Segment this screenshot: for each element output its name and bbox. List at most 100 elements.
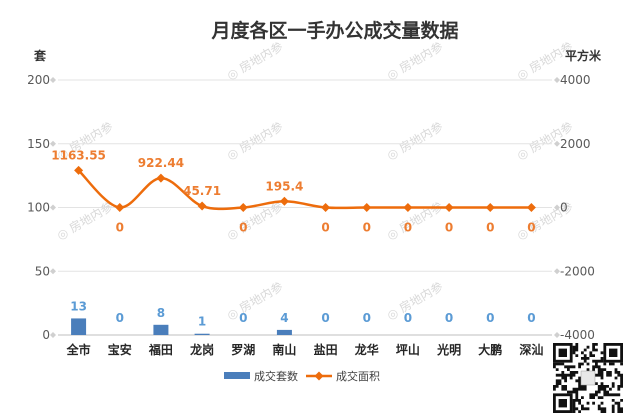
line-data-label: 922.44 bbox=[138, 156, 184, 170]
line-point bbox=[197, 201, 207, 211]
category-label: 坪山 bbox=[396, 342, 420, 357]
category-label: 光明 bbox=[436, 342, 461, 357]
legend-bar-label: 成交套数 bbox=[254, 369, 298, 383]
line-point bbox=[279, 196, 289, 206]
bar-data-label: 13 bbox=[70, 299, 87, 313]
line-path bbox=[77, 169, 532, 211]
left-axis: 0 50 100 150 200 bbox=[27, 73, 56, 342]
line-data-label: 0 bbox=[321, 221, 329, 235]
qr-finder-core bbox=[558, 399, 567, 408]
left-tick-marker bbox=[50, 140, 56, 147]
left-tick-marker bbox=[50, 77, 56, 83]
left-tick-label: 0 bbox=[42, 328, 50, 342]
bar-data-label: 0 bbox=[116, 311, 124, 325]
line-point bbox=[526, 203, 536, 212]
right-tick-label: 2000 bbox=[560, 137, 591, 151]
left-tick-marker bbox=[50, 268, 56, 275]
qr-modules bbox=[553, 343, 623, 413]
category-label: 宝安 bbox=[108, 342, 132, 357]
watermark-text: ◎ 房地内参 bbox=[384, 118, 445, 162]
right-tick-marker bbox=[554, 204, 560, 211]
right-tick-label: 4000 bbox=[560, 73, 591, 87]
right-tick-marker bbox=[554, 268, 560, 275]
line-data-label: 0 bbox=[527, 221, 535, 235]
line-point bbox=[403, 203, 413, 212]
line-point bbox=[115, 203, 125, 212]
bar-data-label: 0 bbox=[363, 311, 371, 325]
watermark-text: ◎ 房地内参 bbox=[224, 118, 285, 162]
line-data-label: 1163.55 bbox=[51, 148, 106, 162]
bar bbox=[194, 333, 210, 335]
qr-code bbox=[553, 343, 623, 413]
category-label: 龙岗 bbox=[190, 342, 214, 357]
line-data-label: 0 bbox=[486, 221, 494, 235]
line-point bbox=[362, 203, 372, 212]
x-axis: 全市 宝安 福田 龙岗 罗湖 南山 盐田 龙华 坪山 光明 大鹏 深汕 bbox=[66, 342, 544, 357]
left-tick-label: 100 bbox=[27, 201, 50, 215]
qr-finder-core bbox=[609, 348, 618, 357]
bar-data-label: 0 bbox=[486, 311, 494, 325]
bar-data-label: 0 bbox=[527, 311, 535, 325]
category-label: 福田 bbox=[148, 342, 173, 357]
left-axis-unit: 套 bbox=[33, 48, 47, 63]
line-series: 1163.55 0 922.44 45.71 0 195.4 0 0 0 0 0 0 bbox=[51, 148, 536, 235]
line-data-label: 0 bbox=[116, 221, 124, 235]
watermarks: ◎ 房地内参 ◎ 房地内参 ◎ 房地内参 ◎ 房地内参 ◎ 房地内参 ◎ 房地内参 ◎ 房地… bbox=[54, 38, 575, 322]
bar-data-label: 1 bbox=[198, 315, 206, 329]
bar-series: 13 0 8 1 0 4 0 0 0 0 0 0 bbox=[70, 299, 536, 335]
line-data-label: 195.4 bbox=[265, 179, 303, 193]
right-tick-marker bbox=[554, 332, 560, 338]
bar-data-label: 0 bbox=[321, 311, 329, 325]
line-data-label: 0 bbox=[363, 221, 371, 235]
line-data-label: 0 bbox=[445, 221, 453, 235]
legend-bar-swatch bbox=[224, 372, 250, 379]
bar-data-label: 4 bbox=[280, 311, 288, 325]
line-point bbox=[238, 203, 248, 212]
watermark-text: ◎ 房地内参 bbox=[224, 278, 285, 322]
category-label: 罗湖 bbox=[231, 342, 255, 357]
right-tick-label: 0 bbox=[560, 201, 568, 215]
category-label: 全市 bbox=[66, 342, 91, 357]
line-data-label: 0 bbox=[404, 221, 412, 235]
line-data-label: 0 bbox=[239, 221, 247, 235]
watermark-text: ◎ 房地内参 bbox=[384, 38, 445, 82]
bar bbox=[276, 329, 292, 335]
watermark-text: ◎ 房地内参 bbox=[54, 198, 115, 242]
watermark-text: ◎ 房地内参 bbox=[384, 198, 445, 242]
right-tick-label: -4000 bbox=[560, 328, 595, 342]
bar-data-label: 0 bbox=[404, 311, 412, 325]
bar bbox=[71, 318, 87, 335]
qr-finder-core bbox=[558, 348, 567, 357]
right-axis: -4000 -2000 0 2000 4000 bbox=[554, 73, 595, 342]
category-label: 龙华 bbox=[355, 342, 379, 357]
category-label: 南山 bbox=[272, 342, 296, 357]
watermark-text: ◎ 房地内参 bbox=[224, 38, 285, 82]
qr-logo bbox=[580, 370, 596, 386]
right-tick-marker bbox=[554, 77, 560, 83]
category-label: 深汕 bbox=[519, 342, 543, 357]
bar-data-label: 8 bbox=[157, 306, 165, 320]
right-tick-label: -2000 bbox=[560, 264, 595, 278]
left-tick-label: 150 bbox=[27, 137, 50, 151]
left-tick-marker bbox=[50, 332, 56, 338]
line-point bbox=[74, 165, 84, 175]
chart-title: 月度各区一手办公成交量数据 bbox=[210, 19, 458, 42]
left-tick-label: 200 bbox=[27, 73, 50, 87]
bar-data-label: 0 bbox=[445, 311, 453, 325]
legend: 成交套数 成交面积 bbox=[224, 369, 380, 383]
watermark-text: ◎ 房地内参 bbox=[384, 278, 445, 322]
line-point bbox=[156, 173, 166, 183]
right-tick-marker bbox=[554, 140, 560, 147]
legend-line-marker bbox=[314, 371, 324, 381]
line-point bbox=[485, 203, 495, 212]
left-tick-label: 50 bbox=[35, 264, 50, 278]
category-label: 盐田 bbox=[314, 342, 338, 357]
category-label: 大鹏 bbox=[478, 342, 502, 357]
bar bbox=[153, 324, 169, 335]
left-tick-marker bbox=[50, 204, 56, 211]
legend-line-label: 成交面积 bbox=[336, 369, 380, 383]
line-point bbox=[321, 203, 331, 212]
right-axis-unit: 平方米 bbox=[565, 48, 602, 63]
line-data-label: 45.71 bbox=[183, 184, 221, 198]
